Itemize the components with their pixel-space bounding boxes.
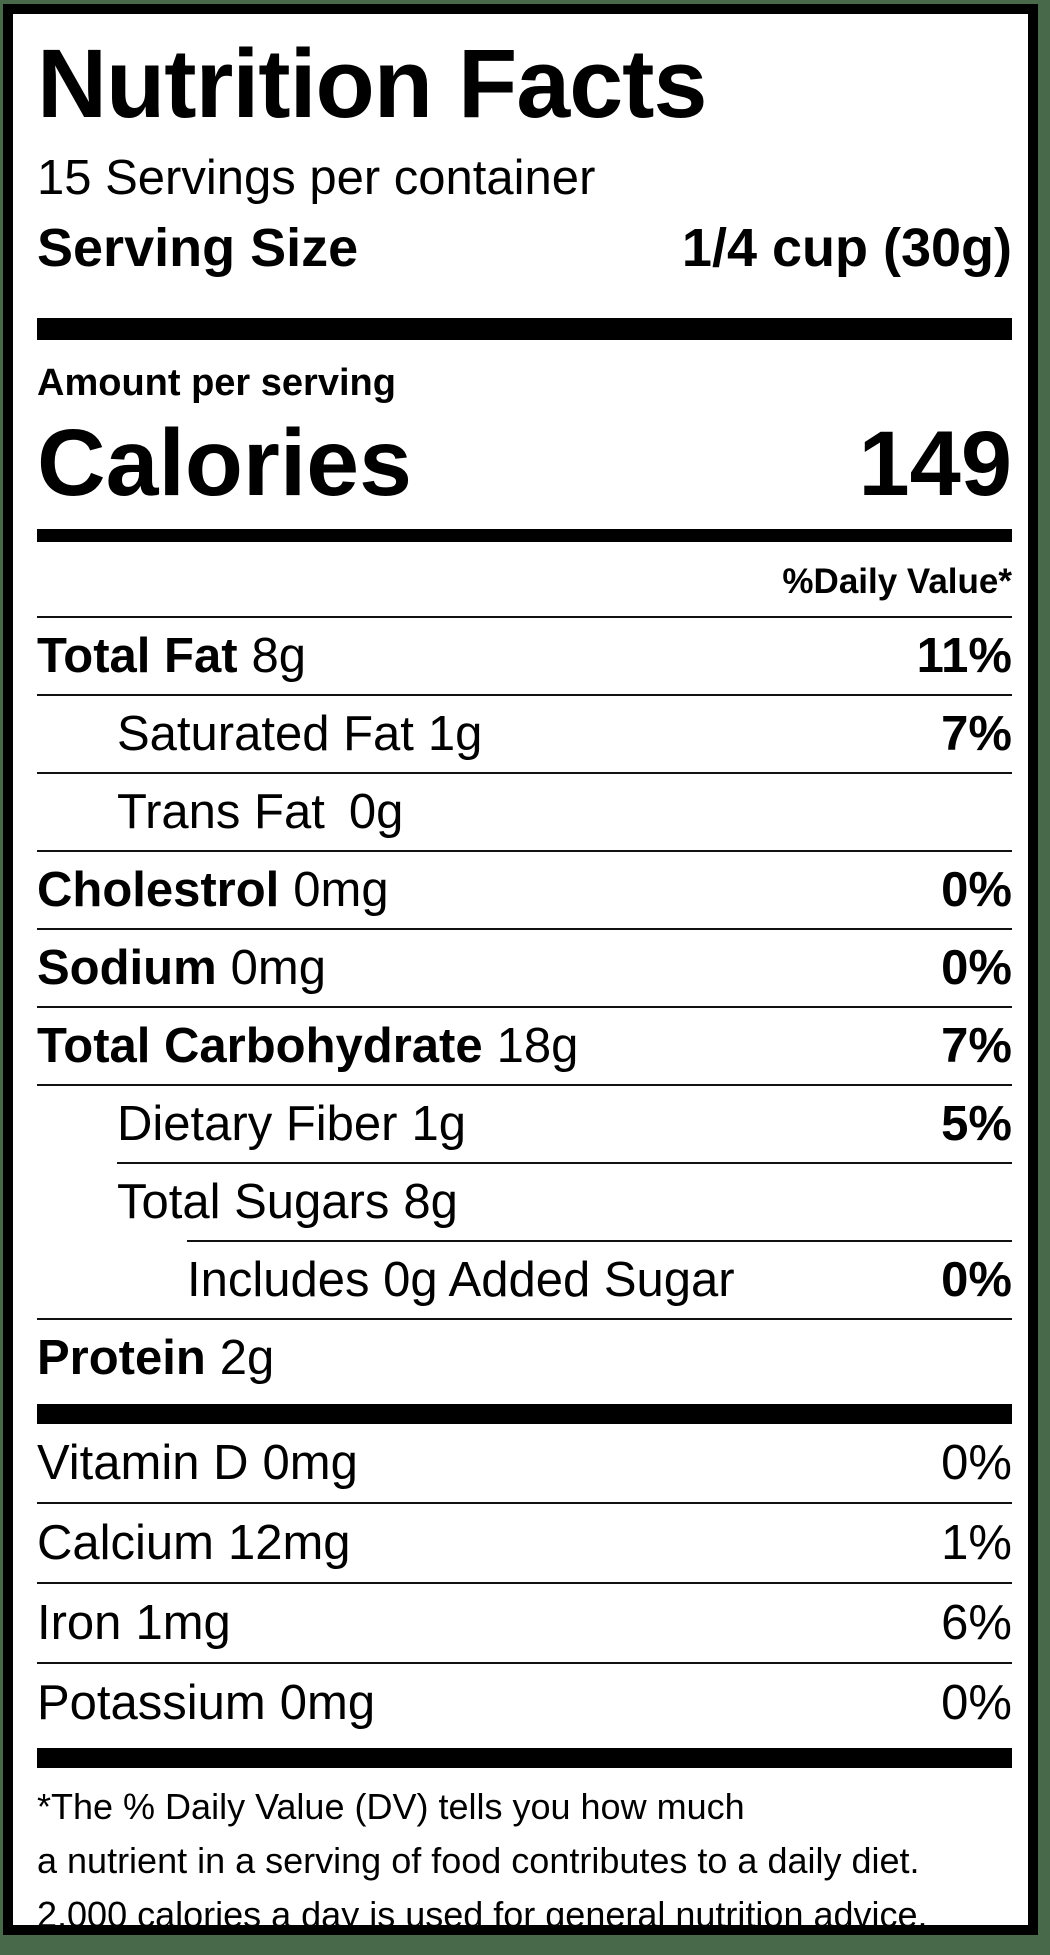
vitamin-dv: 1%: [941, 1516, 1012, 1571]
row-divider: [37, 1582, 1012, 1585]
nutrient-dv: 7%: [941, 707, 1012, 762]
nutrient-row-cholestrol: Cholestrol 0mg 0%: [37, 852, 1012, 928]
vitamin-row-vitamin-d: Vitamin D 0mg 0%: [37, 1424, 1012, 1502]
row-divider: [37, 616, 1012, 619]
nutrient-row-total-sugars: Total Sugars 8g: [37, 1164, 1012, 1240]
calories-divider-bar: [37, 529, 1012, 543]
nutrient-row-trans-fat: Trans Fat 0g: [37, 774, 1012, 850]
vitamin-dv: 0%: [941, 1676, 1012, 1731]
nutrient-dv: 0%: [941, 863, 1012, 918]
nutrient-dv: 0%: [941, 1253, 1012, 1308]
nutrient-row-dietary-fiber: Dietary Fiber 1g 5%: [37, 1086, 1012, 1162]
daily-value-header: %Daily Value*: [782, 562, 1012, 602]
serving-size-row: Serving Size 1/4 cup (30g): [37, 213, 1012, 283]
nutrient-row-total-fat: Total Fat 8g 11%: [37, 618, 1012, 694]
row-divider: [37, 850, 1012, 853]
vitamin-dv: 0%: [941, 1436, 1012, 1491]
nutrient-dv: 7%: [941, 1019, 1012, 1074]
serving-size-value: 1/4 cup (30g): [681, 218, 1012, 279]
nutrient-dv: 0%: [941, 941, 1012, 996]
footnote-line: *The % Daily Value (DV) tells you how mu…: [37, 1786, 745, 1828]
nutrient-dv: 5%: [941, 1097, 1012, 1152]
row-divider: [37, 772, 1012, 775]
row-divider: [37, 1502, 1012, 1505]
row-divider: [37, 1006, 1012, 1009]
vitamin-row-iron: Iron 1mg 6%: [37, 1584, 1012, 1662]
vitamin-name: Calcium 12mg: [37, 1516, 351, 1571]
nutrient-name: Total Carbohydrate 18g: [37, 1019, 579, 1074]
calories-row: Calories 149: [37, 411, 1012, 516]
vitamin-name: Iron 1mg: [37, 1596, 231, 1651]
nutrient-name: Protein 2g: [37, 1331, 275, 1386]
section-divider-bar: [37, 1404, 1012, 1425]
label-title: Nutrition Facts: [37, 29, 707, 138]
serving-size-label: Serving Size: [37, 218, 359, 279]
nutrient-name: Total Sugars 8g: [117, 1175, 458, 1230]
vitamin-name: Vitamin D 0mg: [37, 1436, 358, 1491]
daily-value-footnote: *The % Daily Value (DV) tells you how mu…: [37, 1768, 1012, 1935]
row-divider: [37, 694, 1012, 697]
footnote-line: 2,000 calories a day is used for general…: [37, 1894, 928, 1935]
row-divider: [37, 1318, 1012, 1321]
section-divider-bar: [37, 317, 1012, 340]
servings-per-container: 15 Servings per container: [37, 150, 596, 205]
nutrient-name: Includes 0g Added Sugar: [187, 1253, 735, 1308]
nutrient-row-saturated-fat: Saturated Fat 1g 7%: [37, 696, 1012, 772]
row-divider-indented: [187, 1240, 1012, 1243]
nutrient-name: Dietary Fiber 1g: [117, 1097, 466, 1152]
nutrient-row-sodium: Sodium 0mg 0%: [37, 930, 1012, 1006]
row-divider: [37, 1084, 1012, 1087]
nutrient-row-total-carbohydrate: Total Carbohydrate 18g 7%: [37, 1008, 1012, 1084]
vitamin-dv: 6%: [941, 1596, 1012, 1651]
calories-value: 149: [858, 412, 1013, 515]
row-divider-indented: [117, 1162, 1012, 1165]
nutrient-name: Cholestrol 0mg: [37, 863, 389, 918]
vitamin-name: Potassium 0mg: [37, 1676, 376, 1731]
row-divider: [37, 928, 1012, 931]
nutrient-name: Saturated Fat 1g: [117, 707, 483, 762]
nutrition-facts-label: Nutrition Facts 15 Servings per containe…: [3, 4, 1038, 1935]
footnote-line: a nutrient in a serving of food contribu…: [37, 1840, 920, 1882]
section-divider-bar: [37, 1748, 1012, 1769]
vitamin-row-calcium: Calcium 12mg 1%: [37, 1504, 1012, 1582]
calories-label: Calories: [37, 409, 412, 516]
nutrient-name: Trans Fat 0g: [117, 785, 404, 840]
nutrient-row-protein: Protein 2g: [37, 1320, 1012, 1396]
nutrient-name: Total Fat 8g: [37, 629, 307, 684]
row-divider: [37, 1662, 1012, 1665]
vitamin-row-potassium: Potassium 0mg 0%: [37, 1664, 1012, 1742]
nutrient-row-added-sugar: Includes 0g Added Sugar 0%: [37, 1242, 1012, 1318]
amount-per-serving-label: Amount per serving: [37, 361, 396, 404]
nutrient-dv: 11%: [916, 629, 1012, 684]
nutrient-name: Sodium 0mg: [37, 941, 326, 996]
